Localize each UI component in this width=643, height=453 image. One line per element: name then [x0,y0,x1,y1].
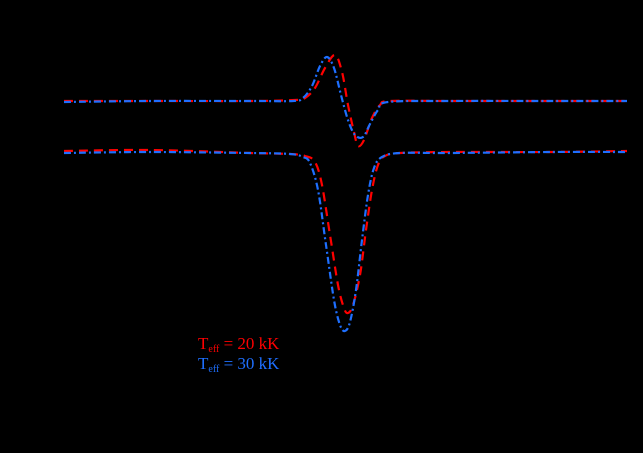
legend-label-main: T [198,354,209,373]
legend-label: Teff = 20 kK [198,334,279,360]
legend-label-rest: = 20 kK [219,334,280,353]
legend-entry-20kK: Teff = 20 kK [92,334,322,355]
legend-label: Teff = 30 kK [198,354,279,380]
legend-label-rest: = 30 kK [219,354,280,373]
upper-profile-group [63,53,627,148]
lower-series-30kK [63,150,628,333]
upper-series-30kK [63,55,627,139]
lower-series-20kK [63,148,628,315]
lower-profile-group [63,148,628,333]
legend-entry-30kK: Teff = 30 kK [92,354,322,375]
legend-label-sub: eff [208,364,220,375]
legend-label-main: T [198,334,209,353]
legend-label-sub: eff [208,344,220,355]
chart-legend: Teff = 20 kK Teff = 30 kK [92,334,322,375]
